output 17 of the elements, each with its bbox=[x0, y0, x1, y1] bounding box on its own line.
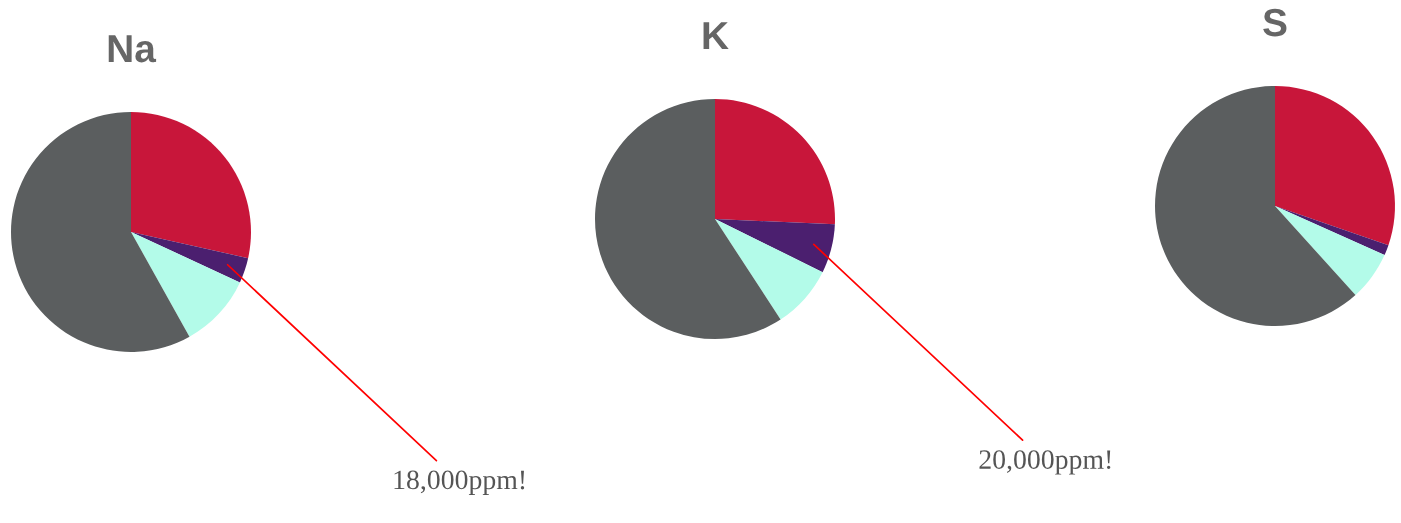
chart-title: K bbox=[703, 22, 729, 49]
pie-slice bbox=[1275, 86, 1395, 246]
pie-slice bbox=[1155, 86, 1356, 326]
pie-slice bbox=[715, 99, 835, 225]
pie-slice bbox=[715, 219, 835, 273]
pie-slice bbox=[1275, 206, 1385, 296]
chart-title: S bbox=[1263, 8, 1287, 37]
pie-slice bbox=[131, 232, 249, 283]
chart-title: Na bbox=[108, 35, 157, 63]
pie-slice bbox=[1275, 206, 1389, 256]
text: 18,000ppm! bbox=[394, 470, 525, 495]
pie-slice bbox=[131, 232, 240, 337]
pie-slice bbox=[595, 99, 781, 339]
text: 20,000ppm! bbox=[979, 450, 1111, 475]
pie-slice bbox=[131, 112, 251, 259]
pie-slice bbox=[715, 219, 823, 320]
pie-slice bbox=[11, 112, 190, 352]
